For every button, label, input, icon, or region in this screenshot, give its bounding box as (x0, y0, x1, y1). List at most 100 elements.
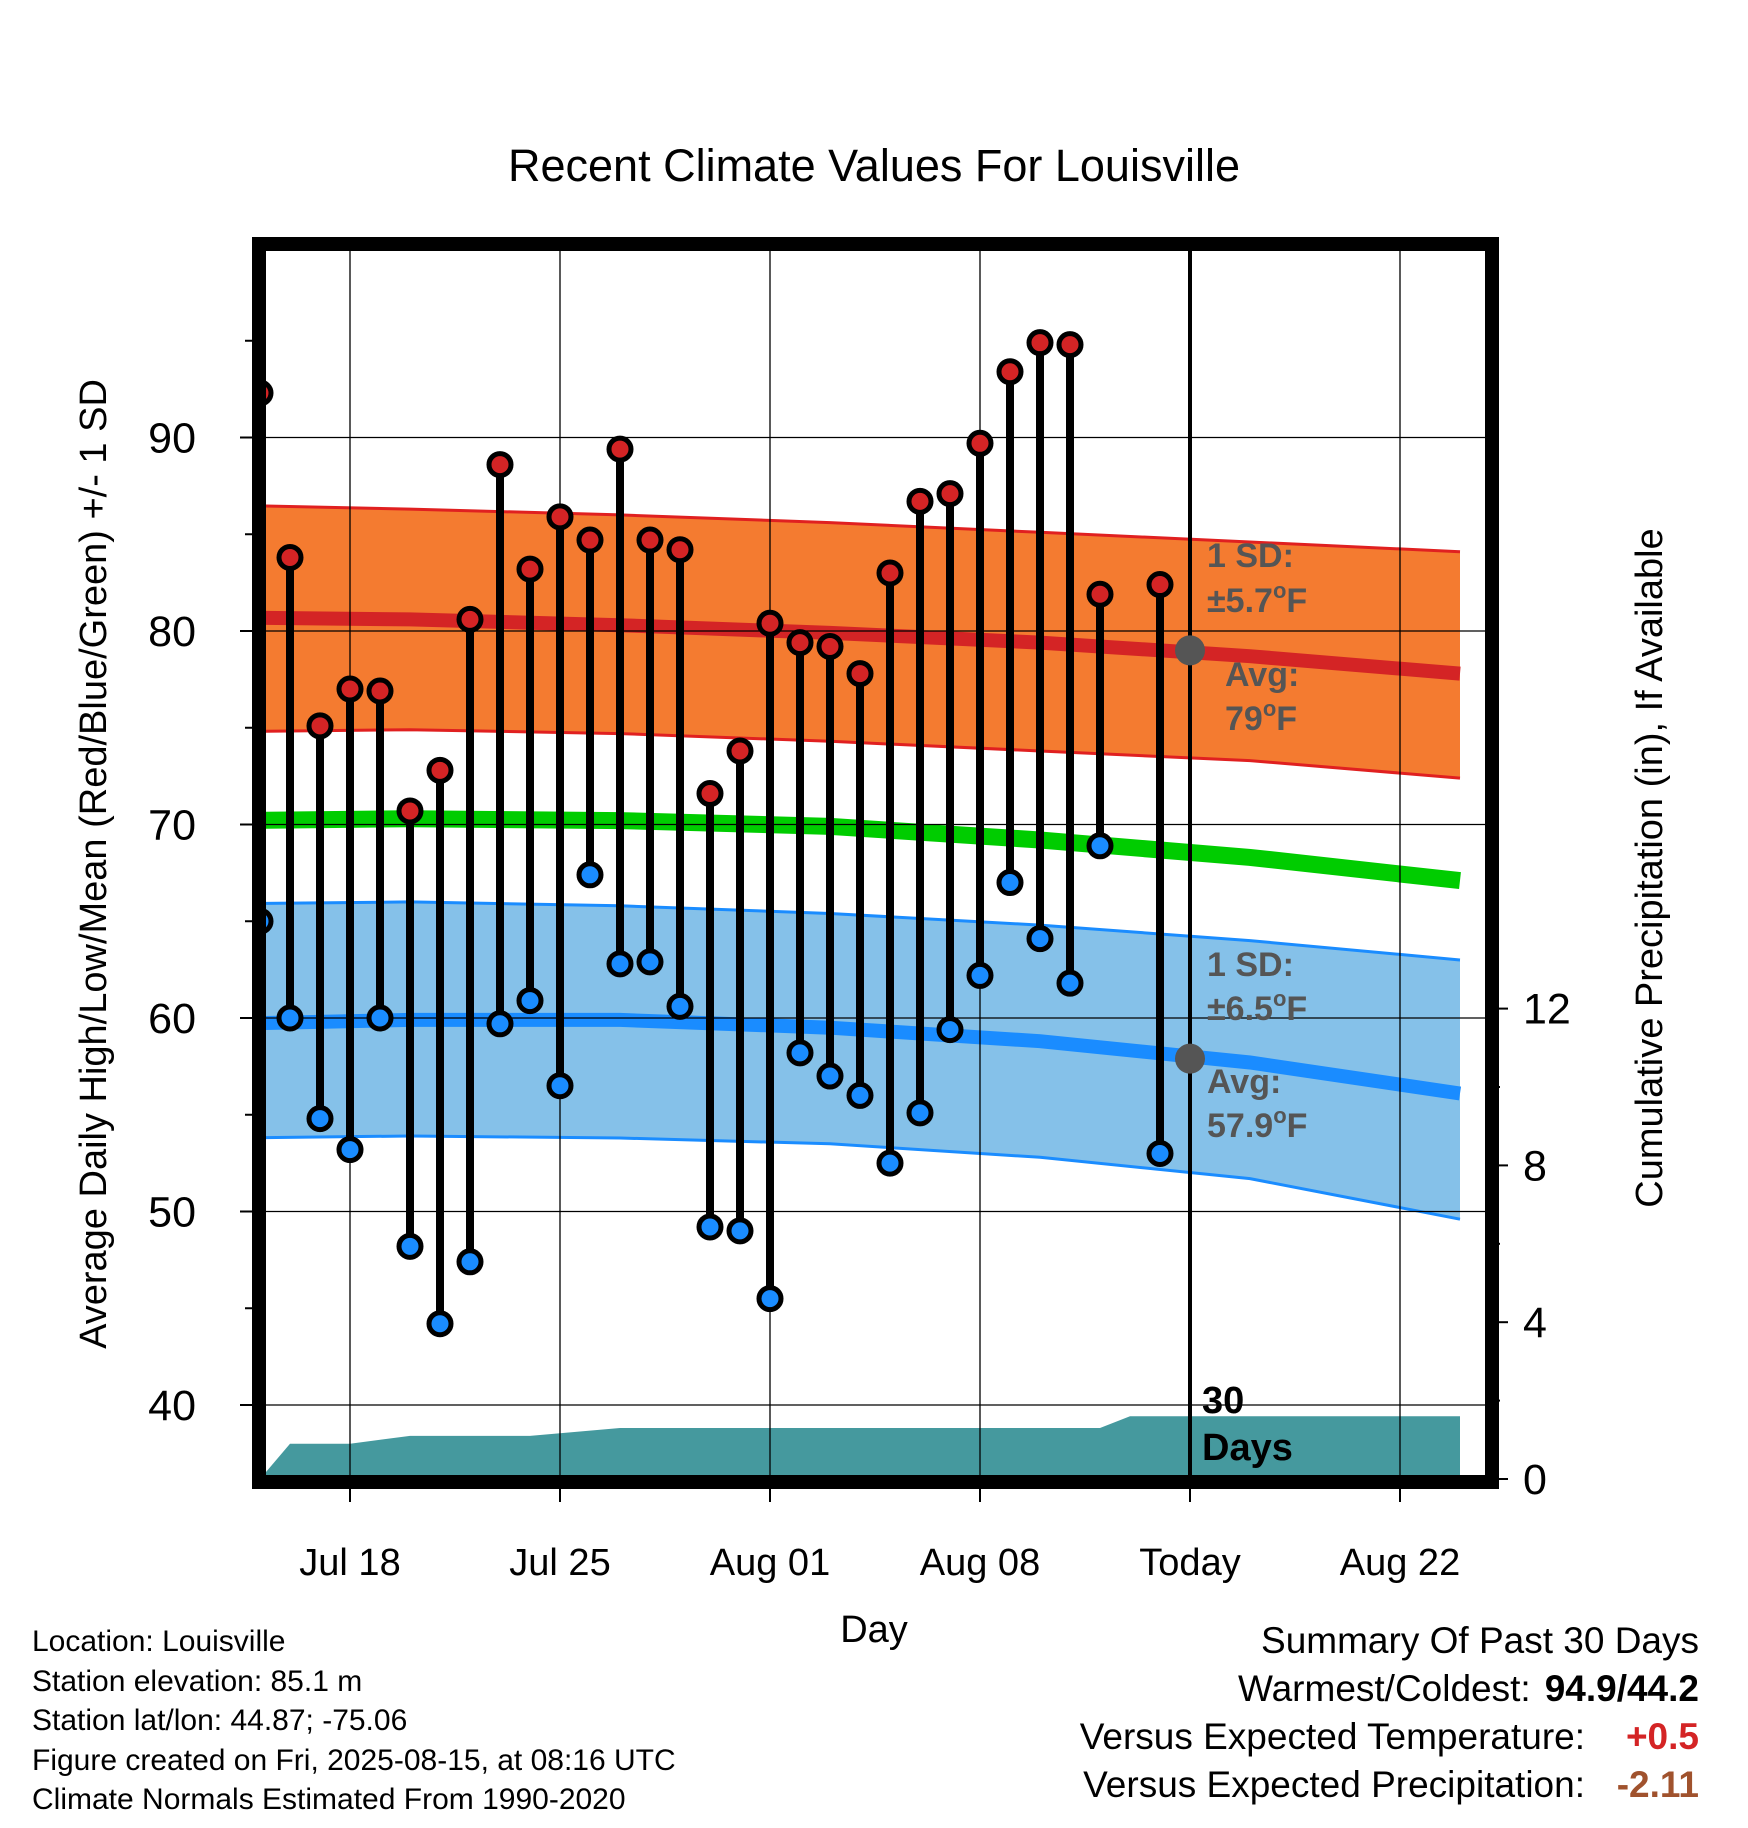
daily-low-point (816, 1062, 844, 1090)
daily-low-point (576, 861, 604, 889)
daily-high-point (726, 737, 754, 765)
temp-label: Versus Expected Temperature: (1079, 1716, 1585, 1757)
high-avg-annotation-line1: Avg: (1225, 656, 1299, 694)
high-sd-annotation-degree: o (1273, 578, 1286, 603)
summary-warmest-row: Warmest/Coldest: 94.9/44.2 (1080, 1665, 1699, 1713)
elevation-text: Station elevation: 85.1 m (32, 1664, 363, 1698)
daily-high-point (576, 526, 604, 554)
summary-precip-row: Versus Expected Precipitation: -2.11 (1080, 1761, 1699, 1809)
station-info: Location: Louisville Station elevation: … (32, 1622, 676, 1820)
daily-high-point (396, 797, 424, 825)
warmest-value: 94.9/44.2 (1544, 1668, 1699, 1709)
x-tick-label: Aug 01 (710, 1542, 830, 1584)
daily-low-point (1056, 969, 1084, 997)
daily-high-point (906, 487, 934, 515)
daily-low-point (486, 1010, 514, 1038)
y2-tick-label: 4 (1523, 1299, 1547, 1347)
temp-value: +0.5 (1625, 1716, 1699, 1757)
daily-low-point (846, 1081, 874, 1109)
x-tick-label: Jul 25 (509, 1542, 610, 1584)
daily-high-point (846, 660, 874, 688)
normal-high-line (266, 610, 1461, 681)
daily-low-point (726, 1217, 754, 1245)
summary-title: Summary Of Past 30 Days (1261, 1620, 1699, 1661)
daily-low-point (1086, 832, 1114, 860)
today-low-avg-marker (1175, 1043, 1205, 1074)
daily-high-point (876, 559, 904, 587)
x-tick-label: Jul 18 (299, 1542, 400, 1584)
daily-low-point (266, 909, 274, 934)
daily-low-point (636, 948, 664, 976)
daily-high-point (1056, 331, 1084, 359)
precip-label: Versus Expected Precipitation: (1083, 1764, 1585, 1805)
daily-high-point (336, 675, 364, 703)
daily-low-point (996, 869, 1024, 897)
daily-low-point (786, 1039, 814, 1067)
daily-high-point (546, 503, 574, 531)
low-avg-annotation: Avg:57.9oF (1207, 1063, 1307, 1145)
daily-high-point (936, 480, 964, 508)
daily-low-point (276, 1004, 304, 1032)
low-sd-annotation: 1 SD:±6.5oF (1207, 946, 1307, 1028)
low-avg-annotation-line2: 57.9oF (1207, 1103, 1307, 1145)
today-period-label: 30 Days (1202, 1380, 1293, 1469)
daily-low-point (306, 1105, 334, 1133)
high-avg-annotation-unit: F (1276, 700, 1297, 738)
x-axis-title: Day (840, 1609, 908, 1651)
y-tick-label: 60 (148, 995, 196, 1043)
plot-frame (252, 237, 1499, 1489)
x-tick-label: Aug 08 (920, 1542, 1040, 1584)
low-sd-annotation-unit: F (1286, 990, 1307, 1028)
y-tick-label: 40 (148, 1382, 196, 1430)
y-tick-label: 80 (148, 608, 196, 656)
chart-title: Recent Climate Values For Louisville (508, 140, 1240, 191)
high-avg-annotation-degree: o (1263, 696, 1276, 721)
low-avg-annotation-line1: Avg: (1207, 1063, 1281, 1101)
y2-tick-label: 0 (1523, 1456, 1547, 1504)
daily-low-point (936, 1016, 964, 1044)
daily-low-point (336, 1136, 364, 1164)
high-avg-annotation-line2: 79oF (1225, 696, 1297, 738)
y-tick-label: 70 (148, 802, 196, 850)
daily-high-point (816, 632, 844, 660)
daily-high-point (636, 526, 664, 554)
daily-high-point (996, 358, 1024, 386)
x-tick-label: Aug 22 (1340, 1542, 1460, 1584)
daily-high-point (486, 451, 514, 479)
normals-text: Climate Normals Estimated From 1990-2020 (32, 1783, 626, 1816)
y2-tick-label: 12 (1523, 986, 1571, 1034)
precip-value: -2.11 (1616, 1764, 1699, 1805)
today-period-label-line: 30 (1202, 1380, 1244, 1422)
today-period-label-line: Days (1202, 1427, 1293, 1469)
high-sd-annotation-line2: ±5.7oF (1207, 578, 1307, 620)
daily-high-point (516, 555, 544, 583)
daily-low-point (426, 1310, 454, 1338)
y-tick-label: 50 (148, 1189, 196, 1237)
precip-area (266, 1416, 1460, 1475)
daily-high-point (456, 605, 484, 633)
high-avg-annotation: Avg:79oF (1225, 656, 1299, 738)
daily-low-point (1026, 925, 1054, 953)
daily-low-point (666, 992, 694, 1020)
daily-low-point (876, 1149, 904, 1177)
daily-high-point (266, 380, 274, 406)
low-avg-annotation-degree: o (1273, 1103, 1286, 1128)
low-sd-annotation-degree: o (1273, 986, 1286, 1011)
daily-high-point (306, 712, 334, 740)
low-sd-annotation-line2: ±6.5oF (1207, 986, 1307, 1028)
daily-high-point (606, 435, 634, 463)
daily-low-point (606, 950, 634, 978)
daily-high-point (786, 629, 814, 657)
daily-low-point (366, 1004, 394, 1032)
normal-mean-line (266, 810, 1461, 890)
location-text: Location: Louisville (32, 1625, 286, 1658)
daily-high-point (1146, 571, 1174, 599)
daily-high-point (666, 536, 694, 564)
daily-low-point (396, 1232, 424, 1260)
summary-temp-row: Versus Expected Temperature: +0.5 (1080, 1713, 1699, 1761)
high-sd-band-upper-edge (266, 504, 1461, 554)
y-tick-label: 90 (148, 415, 196, 463)
daily-high-point (756, 609, 784, 637)
x-tick-label: Today (1139, 1542, 1240, 1584)
